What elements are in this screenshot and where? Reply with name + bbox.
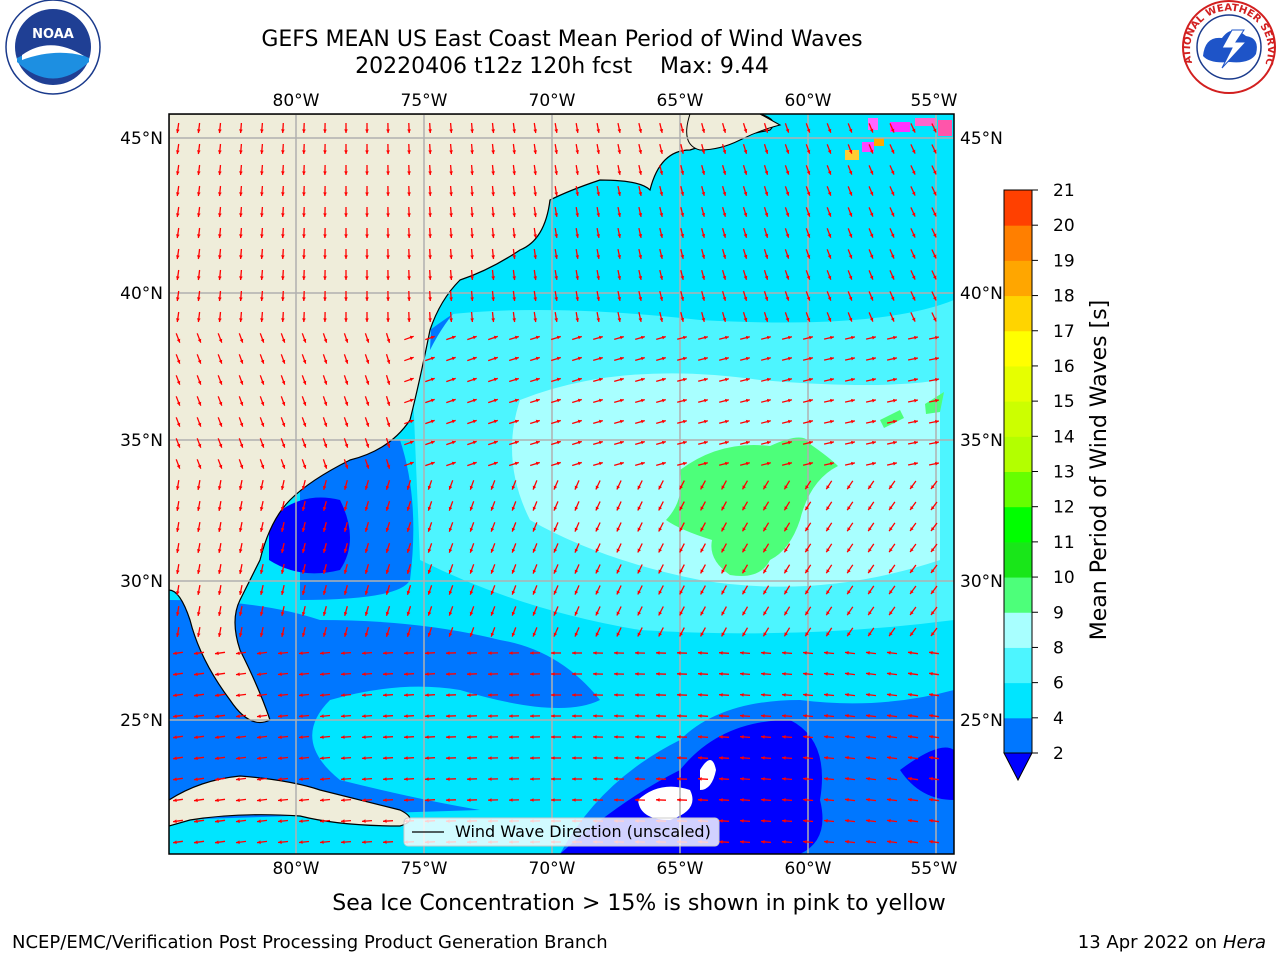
lon-label: 70°W xyxy=(529,859,576,879)
colorbar-segment xyxy=(1004,471,1032,508)
lon-label: 60°W xyxy=(785,91,832,111)
lon-labels-top: 80°W 75°W 70°W 65°W 60°W 55°W xyxy=(273,91,958,111)
colorbar-tick-label: 9 xyxy=(1053,603,1064,623)
lon-label: 80°W xyxy=(273,859,320,879)
colorbar-segment xyxy=(1004,330,1032,367)
noaa-logo-text: NOAA xyxy=(32,27,74,42)
legend-label: Wind Wave Direction (unscaled) xyxy=(455,822,711,841)
lat-label: 45°N xyxy=(960,129,1003,149)
colorbar-tick-label: 12 xyxy=(1053,498,1075,518)
colorbar-tick-label: 15 xyxy=(1053,392,1075,412)
lon-label: 55°W xyxy=(911,859,958,879)
lon-labels-bottom: 80°W 75°W 70°W 65°W 60°W 55°W xyxy=(273,859,958,879)
footer-credit: NCEP/EMC/Verification Post Processing Pr… xyxy=(12,932,608,953)
lon-label: 65°W xyxy=(657,859,704,879)
wave-period-2-4-florida xyxy=(169,600,600,820)
lat-label: 30°N xyxy=(960,572,1003,592)
lat-label: 40°N xyxy=(120,284,163,304)
colorbar-segment xyxy=(1004,260,1032,297)
lat-label: 35°N xyxy=(960,431,1003,451)
colorbar-tick-label: 6 xyxy=(1053,674,1064,694)
footer-machine: Hera xyxy=(1222,932,1266,953)
lat-label: 45°N xyxy=(120,129,163,149)
colorbar-segment xyxy=(1004,647,1032,684)
lon-label: 75°W xyxy=(401,91,448,111)
colorbar-tick-label: 11 xyxy=(1053,533,1075,553)
lat-labels-right: 45°N 40°N 35°N 30°N 25°N xyxy=(960,129,1003,731)
colorbar: 2 4 6 8 9 10 11 12 13 14 15 16 17 18 19 20 21 xyxy=(1003,181,1075,782)
cuba-landmass xyxy=(169,775,411,827)
nws-logo-text: NATIONAL WEATHER SERVICE xyxy=(0,0,1276,67)
colorbar-under-triangle xyxy=(1003,752,1033,782)
wave-period-9-10 xyxy=(666,437,838,576)
footer-date: 13 Apr 2022 on Hera xyxy=(1078,932,1266,953)
colorbar-tick-label: 18 xyxy=(1053,287,1075,307)
lon-label: 80°W xyxy=(273,91,320,111)
map-area xyxy=(169,114,954,854)
sea-ice-patch xyxy=(868,118,878,130)
colorbar-tick-label: 13 xyxy=(1053,463,1075,483)
colorbar-tick-label: 2 xyxy=(1053,744,1064,764)
wind-wave-direction-arrows xyxy=(173,122,940,844)
colorbar-segment xyxy=(1004,717,1032,754)
colorbar-segment xyxy=(1004,577,1032,613)
colorbar-segment xyxy=(1004,612,1032,648)
noaa-logo: NOAA xyxy=(5,0,101,95)
colorbar-tick-label: 17 xyxy=(1053,322,1075,342)
nws-logo: NATIONAL WEATHER SERVICE xyxy=(0,0,1276,94)
colorbar-segment xyxy=(1004,506,1032,543)
colorbar-tick-label: 8 xyxy=(1053,638,1064,658)
colorbar-tick-label: 20 xyxy=(1053,216,1075,236)
colorbar-tick-label: 10 xyxy=(1053,568,1075,588)
wave-period-under-2-coast xyxy=(269,497,350,574)
map-title: GEFS MEAN US East Coast Mean Period of W… xyxy=(261,27,863,52)
lon-label: 65°W xyxy=(657,91,704,111)
colorbar-segment xyxy=(1004,190,1032,226)
svg-text:NATIONAL WEATHER SERVICE: NATIONAL WEATHER SERVICE xyxy=(0,0,1276,67)
lat-label: 30°N xyxy=(120,572,163,592)
lat-labels-left: 45°N 40°N 35°N 30°N 25°N xyxy=(120,129,163,731)
colorbar-segment xyxy=(1004,365,1032,402)
map-subtitle: 20220406 t12z 120h fcst Max: 9.44 xyxy=(355,54,769,79)
lon-label: 55°W xyxy=(911,91,958,111)
colorbar-segment xyxy=(1004,682,1032,719)
footer-date-text: 13 Apr 2022 on xyxy=(1077,932,1218,953)
colorbar-segment xyxy=(1004,401,1032,437)
lon-label: 70°W xyxy=(529,91,576,111)
colorbar-label: Mean Period of Wind Waves [s] xyxy=(1087,300,1112,640)
colorbar-tick-label: 14 xyxy=(1053,427,1075,447)
wind-direction-legend: Wind Wave Direction (unscaled) xyxy=(403,817,720,847)
colorbar-segment xyxy=(1004,541,1032,578)
lon-label: 60°W xyxy=(785,859,832,879)
colorbar-tick-label: 4 xyxy=(1053,709,1064,729)
colorbar-segment xyxy=(1004,436,1032,472)
lat-label: 40°N xyxy=(960,284,1003,304)
colorbar-segment xyxy=(1004,225,1032,261)
lon-label: 75°W xyxy=(401,859,448,879)
sea-ice-caption: Sea Ice Concentration > 15% is shown in … xyxy=(332,891,946,916)
map-frame xyxy=(168,113,955,855)
colorbar-tick-label: 21 xyxy=(1053,181,1075,201)
colorbar-segment xyxy=(1004,295,1032,332)
lat-label: 35°N xyxy=(120,431,163,451)
colorbar-tick-label: 19 xyxy=(1053,251,1075,271)
lat-label: 25°N xyxy=(120,711,163,731)
lat-label: 25°N xyxy=(960,711,1003,731)
colorbar-tick-label: 16 xyxy=(1053,357,1075,377)
